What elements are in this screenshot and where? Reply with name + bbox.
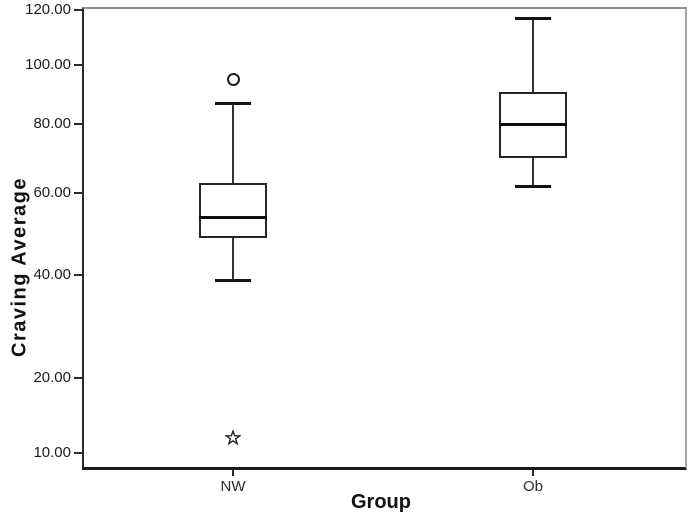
x-tick-mark [232, 470, 234, 476]
category-label-nw: NW [220, 478, 246, 495]
outlier-circle-marker [226, 73, 240, 87]
y-tick-label: 120.00 [25, 1, 71, 18]
plot-frame [82, 7, 687, 470]
median-line [199, 216, 267, 220]
y-tick-label: 20.00 [33, 369, 71, 386]
y-tick-mark [74, 64, 82, 66]
whisker-cap-bottom [515, 185, 551, 189]
x-tick-mark [532, 470, 534, 476]
y-tick-mark [74, 192, 82, 194]
y-tick-mark [74, 452, 82, 454]
median-line [499, 122, 567, 126]
y-tick-mark [74, 123, 82, 125]
y-axis-title: Craving Average [8, 177, 31, 357]
y-tick-mark [74, 9, 82, 11]
y-tick-label: 80.00 [33, 115, 71, 132]
box-iqr [199, 182, 267, 239]
y-tick-mark [74, 377, 82, 379]
y-tick-mark [74, 274, 82, 276]
whisker-cap-bottom [215, 279, 251, 283]
y-tick-label: 10.00 [33, 444, 71, 461]
whisker-cap-top [215, 102, 251, 106]
y-tick-label: 40.00 [33, 266, 71, 283]
y-tick-label: 100.00 [25, 56, 71, 73]
x-axis-title: Group [351, 491, 411, 513]
extreme-star-marker [224, 428, 242, 446]
y-tick-label: 60.00 [33, 184, 71, 201]
whisker-cap-top [515, 17, 551, 21]
category-label-ob: Ob [522, 478, 543, 495]
